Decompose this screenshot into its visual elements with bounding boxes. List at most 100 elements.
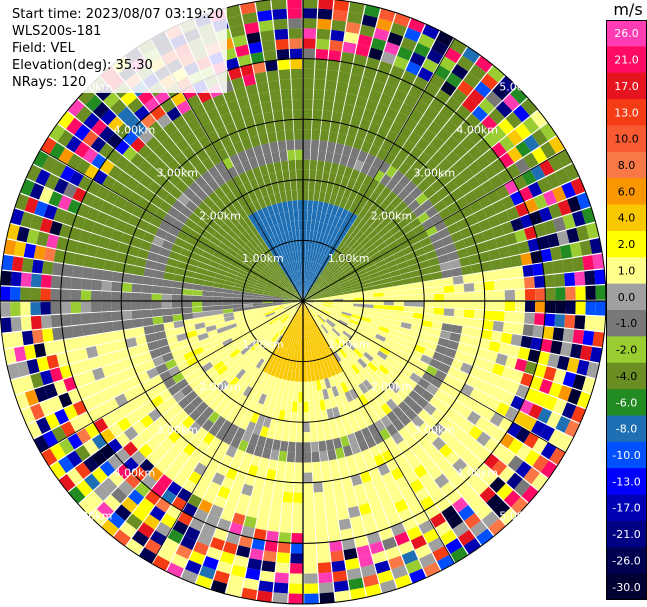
range-gate (306, 281, 311, 292)
range-gate (256, 435, 267, 448)
range-gate (402, 346, 414, 356)
range-gate (123, 263, 135, 275)
range-gate (154, 208, 168, 221)
range-gate (374, 222, 386, 234)
range-gate (520, 252, 533, 266)
range-gate (306, 260, 310, 272)
range-gate (287, 0, 302, 9)
range-gate (483, 422, 498, 437)
range-gate (212, 309, 224, 316)
range-gate (241, 430, 253, 443)
range-gate (468, 89, 485, 106)
range-gate (172, 281, 184, 289)
range-gate (434, 301, 445, 308)
range-gate (419, 472, 434, 487)
range-gate (252, 356, 262, 367)
range-gate (438, 143, 453, 158)
range-gate (308, 190, 315, 201)
range-gate (107, 239, 121, 252)
range-gate (401, 367, 414, 378)
range-gate (347, 125, 359, 138)
range-gate (70, 289, 82, 301)
range-gate (380, 403, 392, 416)
range-gate (457, 80, 474, 97)
range-gate (313, 339, 319, 350)
range-gate (312, 292, 322, 298)
range-gate (325, 247, 334, 258)
range-gate (138, 443, 154, 459)
range-gate (255, 518, 269, 531)
range-gate (485, 238, 498, 251)
range-gate (317, 430, 326, 442)
range-gate (362, 574, 379, 588)
range-gate (128, 375, 142, 389)
range-gate (71, 265, 84, 278)
range-gate (157, 474, 173, 489)
range-gate (497, 377, 511, 391)
range-gate (538, 206, 553, 222)
range-gate (232, 301, 243, 305)
range-gate (446, 489, 462, 505)
range-gate (326, 387, 335, 399)
range-gate (499, 508, 518, 526)
range-gate (383, 291, 394, 297)
range-gate (405, 212, 418, 224)
range-gate (561, 402, 577, 420)
range-gate (360, 368, 371, 380)
range-gate (284, 328, 291, 338)
range-gate (262, 362, 271, 373)
range-gate (318, 312, 328, 320)
range-gate (245, 336, 256, 346)
range-gate (164, 193, 177, 207)
range-gate (258, 133, 269, 145)
range-gate (554, 168, 571, 185)
range-gate (404, 470, 419, 485)
range-gate (556, 355, 570, 371)
range-gate (255, 0, 272, 12)
range-gate (438, 381, 452, 394)
range-gate (438, 362, 451, 374)
range-gate (93, 333, 106, 346)
range-gate (303, 18, 317, 29)
range-gate (328, 248, 336, 259)
range-gate (442, 394, 456, 408)
range-gate (350, 515, 364, 529)
range-gate (299, 301, 303, 311)
range-gate (241, 525, 255, 539)
range-gate (539, 159, 555, 177)
range-gate (275, 171, 284, 183)
range-gate (51, 262, 64, 276)
range-gate (320, 460, 330, 472)
range-gate (467, 456, 484, 472)
range-gate (381, 51, 397, 65)
range-gate (157, 546, 175, 562)
range-gate (388, 555, 405, 570)
range-gate (10, 208, 25, 226)
range-gate (308, 350, 313, 362)
range-gate (524, 288, 536, 301)
range-gate (95, 211, 109, 225)
range-gate (261, 206, 271, 218)
range-gate (473, 309, 485, 320)
range-gate (124, 366, 137, 380)
range-gate (257, 9, 273, 22)
range-gate (83, 112, 100, 130)
range-gate (443, 308, 455, 317)
range-gate (82, 370, 96, 385)
range-gate (540, 338, 553, 353)
range-gate (107, 116, 124, 133)
range-gate (203, 280, 215, 287)
range-gate (189, 550, 206, 566)
range-gate (408, 456, 422, 470)
range-gate (331, 310, 342, 316)
range-gate (290, 58, 303, 70)
range-gate (363, 187, 375, 200)
range-gate (286, 400, 293, 412)
range-gate (323, 345, 331, 357)
range-gate (213, 313, 224, 320)
colorbar-tick-label: -30.0 (612, 581, 640, 594)
range-gate (316, 542, 330, 554)
range-gate (287, 349, 293, 361)
range-gate (331, 227, 340, 238)
range-gate (144, 97, 160, 113)
